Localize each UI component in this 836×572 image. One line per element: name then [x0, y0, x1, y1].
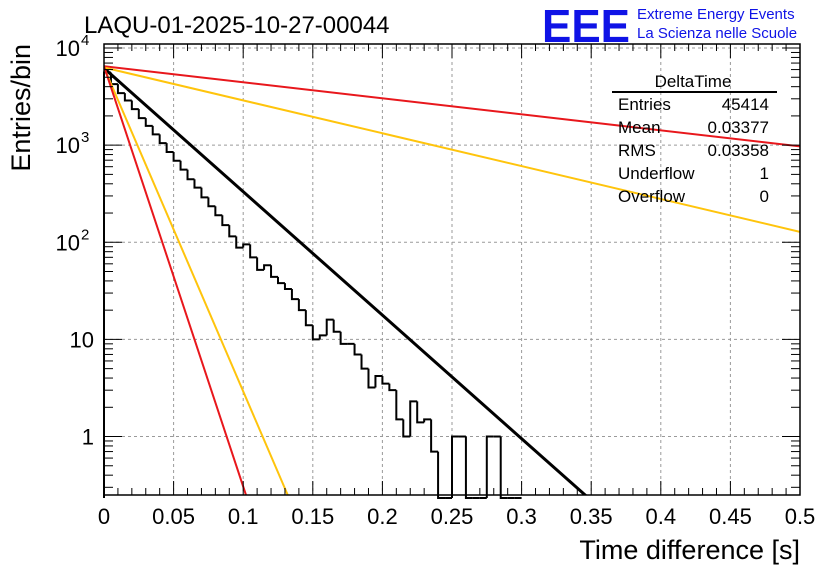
histogram-bin [116, 84, 125, 95]
histogram-bin [381, 375, 390, 385]
series-red-slow [104, 65, 800, 148]
histogram-bin [193, 179, 202, 189]
x-tick-label: 0.35 [570, 504, 613, 529]
stats-value: 45414 [722, 95, 769, 114]
stats-value: 1 [760, 164, 769, 183]
histogram-bin [270, 265, 278, 278]
series-fit [104, 67, 588, 495]
histogram-bin [318, 334, 327, 340]
histogram-bin [214, 206, 223, 217]
x-axis-label: Time difference [s] [579, 535, 800, 565]
histogram-bin [374, 374, 383, 388]
x-tick-label: 0.1 [228, 504, 259, 529]
series-yellow-slow [104, 66, 800, 233]
logo-line-2: La Scienza nelle Scuole [637, 25, 797, 42]
stats-label: Entries [618, 95, 671, 114]
x-tick-label: 0.05 [152, 504, 195, 529]
histogram-bin [332, 319, 341, 333]
y-tick-exponent: 2 [81, 226, 89, 243]
series-layer [104, 65, 800, 495]
histogram-bin [388, 383, 397, 392]
histogram-bin [464, 436, 473, 499]
histogram-bin [242, 243, 251, 248]
histogram-bin [123, 93, 132, 102]
stats-label: RMS [618, 141, 656, 160]
histogram-bin [437, 451, 446, 499]
histogram-bin [179, 160, 188, 171]
histogram-bin [304, 310, 313, 327]
series-yellow-fast [104, 67, 289, 495]
histogram-bin [325, 318, 334, 336]
x-tick-label: 0.15 [291, 504, 334, 529]
histogram-bin [130, 100, 139, 111]
histogram-bin [137, 109, 146, 120]
histogram-bin [297, 299, 306, 312]
stats-label: Underflow [618, 164, 695, 183]
histogram-bin [416, 401, 425, 424]
histogram-bin [249, 244, 258, 259]
x-tick-label: 0.2 [367, 504, 398, 529]
histogram-bin [207, 197, 216, 208]
histogram-bin [200, 187, 209, 199]
stats-title: DeltaTime [655, 72, 732, 91]
histogram-bin [151, 125, 160, 136]
y-tick-label: 10 [70, 327, 94, 352]
axes: 0 0.05 0.1 0.15 0.2 0.25 0.3 0.35 0.4 0.45 0.51101… [56, 32, 816, 529]
histogram-bin [395, 390, 404, 421]
chart-title: LAQU-01-2025-10-27-00044 [84, 12, 390, 39]
histogram-bin [256, 257, 265, 271]
histogram-bin [144, 118, 153, 127]
histogram-bin [186, 169, 195, 181]
histogram-bin [235, 236, 244, 249]
histogram-bin [499, 436, 508, 499]
x-tick-label: 0.25 [431, 504, 474, 529]
stats-value: 0 [760, 187, 769, 206]
x-tick-label: 0.45 [709, 504, 752, 529]
stats-box: DeltaTime Entries 45414 Mean 0.03377 RMS 0.03… [612, 72, 777, 206]
histogram-bin [402, 419, 411, 438]
x-tick-label: 0.3 [506, 504, 537, 529]
histogram-bin [367, 368, 376, 389]
histogram-bin [221, 215, 230, 227]
histogram-bin [263, 264, 272, 270]
histogram-bin [430, 419, 439, 453]
histogram-bin [339, 331, 348, 345]
histogram-bin [409, 400, 418, 437]
stats-value: 0.03377 [708, 118, 769, 137]
histogram-bin [172, 152, 181, 162]
histogram-bin [158, 134, 167, 145]
series-red-fast [104, 65, 247, 495]
histogram-bin [290, 289, 299, 301]
histogram-bin [311, 325, 320, 341]
histogram-bin [277, 276, 285, 285]
histogram-bin [283, 283, 292, 291]
y-axis-label: Entries/bin [6, 44, 36, 172]
histogram-bin [165, 143, 174, 154]
stats-label: Overflow [618, 187, 686, 206]
histogram-bin [485, 435, 494, 498]
y-tick-label: 10 [56, 36, 80, 61]
histogram-bin [228, 225, 237, 238]
x-tick-label: 0 [98, 504, 110, 529]
histogram-bin [353, 343, 362, 356]
stats-label: Mean [618, 118, 661, 137]
y-tick-exponent: 4 [81, 32, 89, 49]
x-tick-label: 0.4 [646, 504, 677, 529]
x-tick-label: 0.5 [785, 504, 816, 529]
histogram-bin [423, 418, 432, 423]
y-tick-exponent: 3 [81, 129, 89, 146]
stats-rows: Entries 45414 Mean 0.03377 RMS 0.03358 Underfl… [618, 95, 769, 206]
histogram-bin [360, 354, 369, 370]
logo-line-1: Extreme Energy Events [637, 6, 795, 23]
histogram-bin [451, 435, 459, 498]
y-tick-label: 1 [82, 425, 94, 450]
y-tick-label: 10 [56, 133, 80, 158]
y-tick-label: 10 [56, 230, 80, 255]
stats-value: 0.03358 [708, 141, 769, 160]
